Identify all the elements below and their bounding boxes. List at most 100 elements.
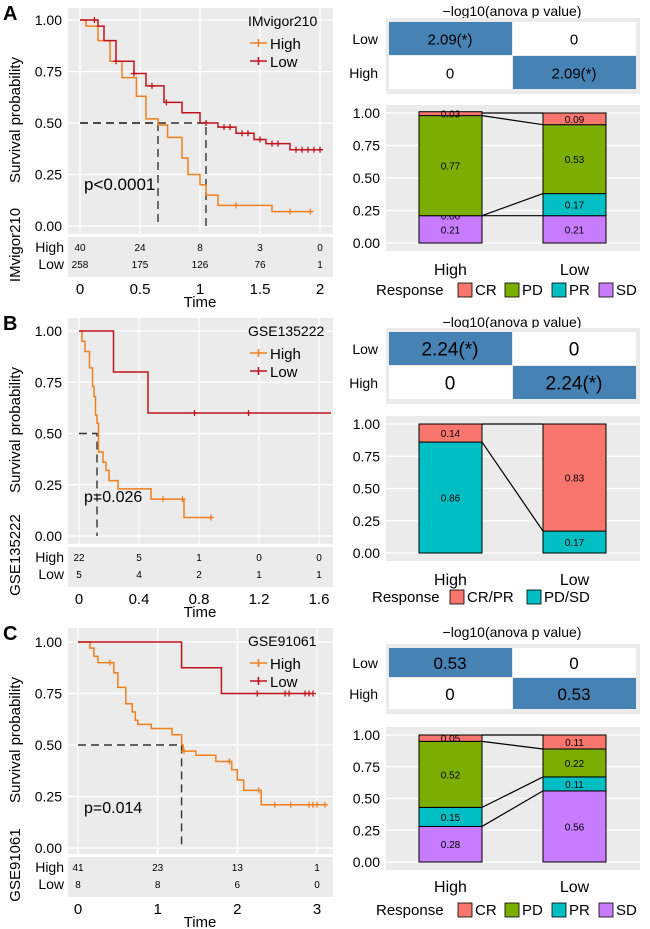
y-axis-label: Survival probability	[7, 57, 24, 183]
risk-count: 1	[196, 553, 202, 564]
median-line	[80, 122, 207, 226]
x-tick-label: 0.4	[129, 591, 150, 608]
x-tick-label: 0	[75, 591, 83, 608]
panel-label: A	[3, 3, 17, 25]
bar-segment-pd	[418, 740, 483, 808]
legend-key-low	[250, 367, 267, 375]
censor-mark	[257, 136, 263, 143]
bar-segment-sd	[418, 825, 483, 863]
x-tick-label: 0	[74, 901, 82, 918]
bar-y-tick-label: 0.00	[353, 545, 380, 561]
y-tick-label: 0.00	[35, 840, 62, 856]
censor-mark	[299, 146, 305, 153]
km-plot-background	[68, 628, 333, 854]
bar-value-label: 0.09	[565, 115, 585, 126]
flow-line	[481, 441, 544, 532]
bar-y-tick-label: 1.00	[353, 727, 380, 743]
y-tick-label: 1.00	[35, 634, 62, 650]
risk-row-label: Low	[38, 256, 65, 272]
risk-count: 258	[72, 260, 89, 271]
bar-value-label: 0.28	[441, 840, 461, 851]
bar-segment-cr	[418, 734, 483, 742]
km-plot-background	[68, 318, 333, 544]
bar-value-label: 0.53	[565, 155, 585, 166]
bar-segment-sd	[542, 790, 607, 863]
legend-label: Low	[270, 54, 298, 71]
censor-mark	[255, 787, 262, 794]
panel-label: B	[3, 313, 17, 335]
risk-count: 76	[254, 260, 266, 271]
legend-label: Low	[270, 674, 298, 691]
censor-mark	[321, 801, 328, 808]
bar-legend-title: Response	[376, 902, 444, 919]
x-tick-label: 1.2	[249, 591, 270, 608]
bar-segment-cr-pr	[542, 423, 607, 532]
legend-swatch-pd-sd	[526, 589, 542, 605]
bar-legend-label: SD	[616, 902, 637, 919]
x-tick-label: 0	[76, 281, 84, 298]
bar-x-label: High	[434, 879, 467, 896]
legend-swatch-cr	[457, 282, 473, 298]
censor-mark	[311, 146, 317, 153]
legend-key-high	[250, 349, 267, 357]
heatmap-row-label: High	[349, 375, 378, 391]
censor-mark	[287, 208, 293, 215]
bar-legend-label: PD	[522, 282, 543, 299]
legend-label: High	[270, 36, 301, 53]
bar-y-tick-label: 0.25	[353, 513, 380, 529]
risk-count: 8	[197, 243, 203, 254]
median-line	[78, 744, 183, 848]
bar-y-tick-label: 0.50	[353, 791, 380, 807]
censor-mark	[221, 124, 227, 131]
censor-mark	[293, 146, 299, 153]
heatmap-cell	[513, 366, 636, 399]
bar-value-label: 0.00	[441, 212, 461, 223]
bar-segment-cr	[542, 734, 607, 750]
x-axis-label: Time	[184, 914, 217, 929]
heatmap-cell-value: 0	[446, 65, 454, 82]
bar-x-label: Low	[560, 572, 590, 589]
legend-swatch-pr	[551, 282, 567, 298]
risk-count: 3	[257, 243, 263, 254]
heatmap-row-label: Low	[352, 341, 379, 357]
legend-key-low	[250, 677, 267, 685]
bar-legend-title: Response	[372, 589, 440, 606]
flow-line	[481, 790, 544, 827]
panel-label: C	[3, 623, 17, 645]
legend-swatch-pd	[504, 282, 520, 298]
x-tick-label: 1	[196, 281, 204, 298]
censor-mark	[106, 659, 113, 666]
flow-line	[481, 115, 544, 126]
y-tick-label: 0.25	[35, 167, 62, 183]
censor-mark	[191, 410, 198, 416]
bar-legend-label: PR	[569, 902, 590, 919]
censor-mark	[286, 690, 293, 697]
censor-mark	[305, 146, 311, 153]
risk-table-label: GSE135222	[7, 514, 24, 596]
risk-count: 126	[192, 260, 209, 271]
heatmap-title: −log10(anova p value)	[443, 314, 582, 330]
heatmap-cell-value: 0	[569, 340, 580, 361]
bar-value-label: 0.86	[441, 494, 461, 505]
risk-count: 1	[316, 570, 322, 581]
bar-value-label: 0.77	[441, 162, 461, 173]
legend-label: Low	[270, 364, 298, 381]
x-tick-label: 0.8	[189, 591, 210, 608]
p-value-label: p=0.014	[84, 800, 142, 817]
bar-x-label: Low	[560, 262, 590, 279]
bar-y-tick-label: 0.75	[353, 448, 380, 464]
heatmap-cell	[389, 366, 512, 399]
censor-mark	[131, 70, 137, 77]
heatmap-row-label: High	[349, 65, 378, 81]
risk-count: 22	[73, 553, 85, 564]
censor-mark	[271, 801, 278, 808]
risk-count: 1	[317, 260, 323, 271]
censor-mark	[203, 120, 209, 126]
risk-row-label: Low	[38, 566, 65, 582]
censor-mark	[149, 82, 155, 89]
flow-line	[481, 740, 544, 750]
risk-row-label: High	[35, 859, 64, 875]
censor-mark	[163, 99, 170, 106]
heatmap-row-label: Low	[352, 31, 379, 47]
